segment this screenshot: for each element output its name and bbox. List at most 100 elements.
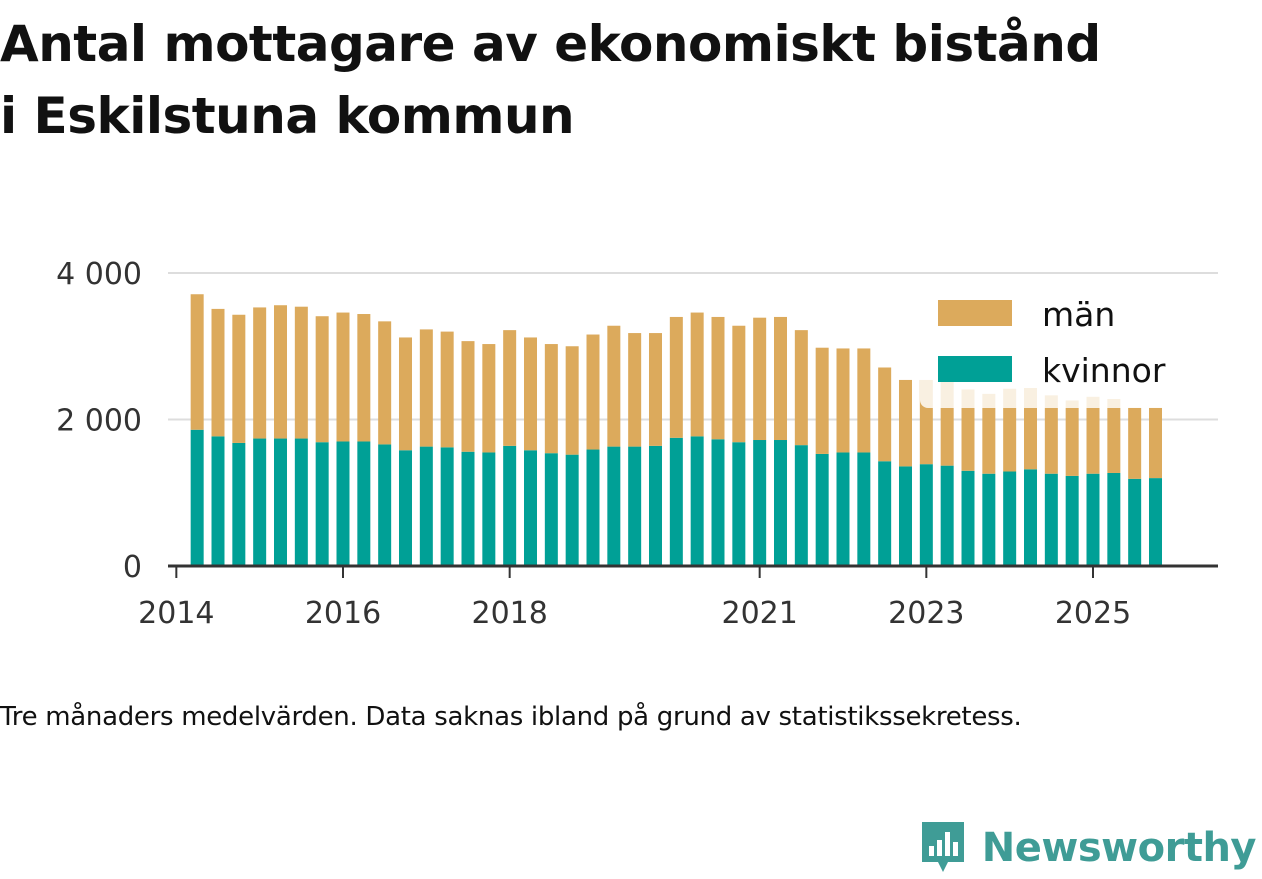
bar-segment-man bbox=[753, 317, 767, 441]
bar-segment-kvinnor bbox=[1128, 478, 1142, 566]
x-tick-label: 2025 bbox=[1055, 596, 1131, 631]
x-tick-label: 2018 bbox=[471, 596, 547, 631]
bar-segment-kvinnor bbox=[357, 441, 371, 566]
legend-swatch-women bbox=[938, 356, 1012, 382]
bar-segment-kvinnor bbox=[524, 450, 537, 566]
bar-segment-kvinnor bbox=[669, 437, 683, 566]
bar-segment-kvinnor bbox=[274, 438, 287, 566]
bar-segment-kvinnor bbox=[419, 446, 433, 566]
bar-segment-man bbox=[211, 308, 225, 437]
bar-segment-kvinnor bbox=[878, 461, 892, 566]
brand-name: Newsworthy bbox=[981, 825, 1257, 871]
bar-segment-kvinnor bbox=[482, 452, 496, 566]
bar-segment-man bbox=[482, 344, 496, 453]
legend: män kvinnor bbox=[920, 282, 1182, 408]
bar-segment-kvinnor bbox=[940, 465, 954, 566]
bar-segment-man bbox=[690, 312, 704, 437]
bar-segment-kvinnor bbox=[1024, 469, 1037, 566]
bar-segment-kvinnor bbox=[774, 440, 787, 566]
bar-segment-kvinnor bbox=[711, 439, 725, 566]
bar-segment-man bbox=[794, 330, 808, 446]
bar-segment-man bbox=[1065, 400, 1079, 476]
bar-segment-man bbox=[565, 346, 579, 455]
bar-segment-kvinnor bbox=[690, 436, 704, 566]
bar-segment-kvinnor bbox=[1044, 473, 1058, 566]
bar-segment-man bbox=[878, 367, 892, 462]
bar-segment-kvinnor bbox=[253, 438, 267, 566]
bar-segment-kvinnor bbox=[1003, 471, 1017, 566]
bar-segment-kvinnor bbox=[1086, 473, 1100, 566]
bar-segment-man bbox=[774, 316, 787, 441]
chart-footnote: Tre månaders medelvärden. Data saknas ib… bbox=[0, 702, 1022, 732]
bar-segment-man bbox=[649, 333, 662, 446]
legend-swatch-men bbox=[938, 300, 1012, 326]
bar-segment-kvinnor bbox=[336, 441, 350, 566]
bar-segment-man bbox=[253, 307, 267, 439]
bar-segment-kvinnor bbox=[315, 442, 329, 566]
y-tick-label: 4 000 bbox=[56, 257, 142, 292]
bar-segment-kvinnor bbox=[211, 436, 225, 566]
bar-segment-kvinnor bbox=[899, 466, 912, 566]
bar-segment-kvinnor bbox=[190, 429, 204, 566]
bar-segment-man bbox=[1149, 407, 1162, 479]
bar-segment-man bbox=[961, 389, 975, 471]
x-tick-label: 2016 bbox=[305, 596, 381, 631]
legend-label-men: män bbox=[1042, 295, 1115, 334]
bar-segment-man bbox=[815, 347, 829, 454]
bar-segment-man bbox=[440, 331, 454, 448]
bar-segment-man bbox=[1003, 388, 1017, 472]
x-tick-label: 2021 bbox=[721, 596, 797, 631]
bar-segment-kvinnor bbox=[961, 470, 975, 566]
bar-segment-man bbox=[336, 312, 350, 442]
bar-segment-man bbox=[607, 325, 621, 447]
bar-segment-kvinnor bbox=[565, 454, 579, 566]
bar-segment-man bbox=[1128, 407, 1142, 479]
bar-segment-kvinnor bbox=[815, 453, 829, 566]
bar-segment-man bbox=[294, 306, 308, 439]
bar-segment-man bbox=[1044, 395, 1058, 474]
bar-segment-man bbox=[315, 316, 329, 443]
bar-segment-kvinnor bbox=[399, 450, 412, 566]
bar-segment-man bbox=[1107, 398, 1121, 473]
brand: Newsworthy bbox=[918, 818, 1257, 878]
x-tick-label: 2023 bbox=[888, 596, 964, 631]
bar-segment-man bbox=[732, 325, 746, 443]
bar-segment-man bbox=[857, 348, 871, 453]
bar-segment-kvinnor bbox=[732, 442, 746, 566]
bar-segment-kvinnor bbox=[232, 442, 246, 566]
x-tick-label: 2014 bbox=[138, 596, 214, 631]
bar-segment-man bbox=[836, 348, 850, 453]
bar-segment-kvinnor bbox=[753, 440, 767, 566]
bar-segment-kvinnor bbox=[1065, 475, 1079, 566]
bar-segment-man bbox=[357, 314, 371, 442]
chart-title-line-2: i Eskilstuna kommun bbox=[0, 87, 575, 145]
bar-segment-man bbox=[982, 393, 996, 474]
bar-segment-man bbox=[378, 321, 392, 445]
bars bbox=[190, 294, 1162, 566]
bar-segment-man bbox=[274, 305, 287, 439]
axes: 0 2 000 4 000 2014 2016 2018 2021 2023 2025 bbox=[56, 257, 1218, 631]
bar-segment-man bbox=[461, 341, 475, 452]
bar-segment-kvinnor bbox=[461, 451, 475, 566]
bar-segment-man bbox=[1086, 396, 1100, 474]
bar-segment-man bbox=[190, 294, 204, 430]
newsworthy-logo-icon bbox=[921, 822, 964, 872]
bar-segment-man bbox=[586, 334, 600, 450]
bar-segment-kvinnor bbox=[794, 445, 808, 566]
bar-segment-kvinnor bbox=[440, 447, 454, 566]
bar-segment-kvinnor bbox=[378, 444, 392, 566]
bar-segment-kvinnor bbox=[1149, 478, 1162, 566]
y-tick-label: 0 bbox=[123, 550, 142, 585]
bar-segment-man bbox=[524, 337, 537, 451]
bar-segment-kvinnor bbox=[607, 446, 621, 566]
bar-segment-kvinnor bbox=[857, 452, 871, 566]
stacked-bar-chart: 0 2 000 4 000 2014 2016 2018 2021 2023 2025 män … bbox=[56, 257, 1218, 631]
bar-segment-man bbox=[711, 316, 725, 440]
bar-segment-man bbox=[899, 379, 912, 467]
bar-segment-kvinnor bbox=[649, 445, 662, 566]
bar-segment-man bbox=[232, 314, 246, 443]
bar-segment-kvinnor bbox=[919, 464, 933, 566]
bar-segment-man bbox=[669, 316, 683, 438]
chart-title: Antal mottagare av ekonomiskt bistånd i … bbox=[0, 8, 1262, 152]
bar-segment-kvinnor bbox=[628, 446, 642, 566]
